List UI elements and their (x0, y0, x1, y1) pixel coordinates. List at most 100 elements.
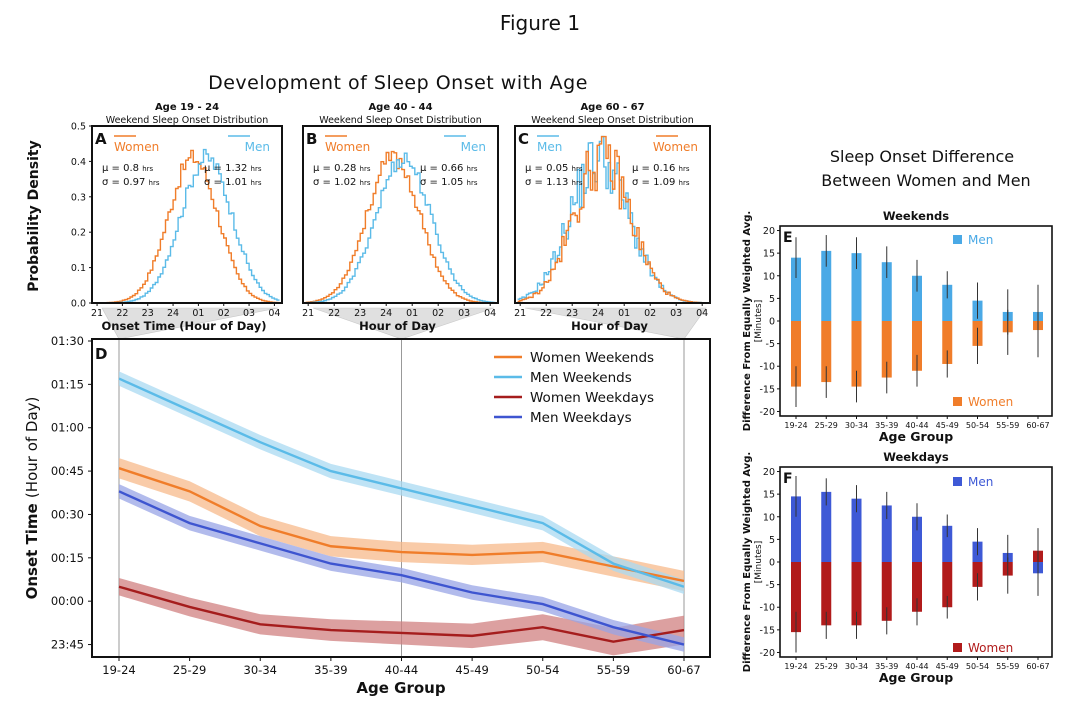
confidence-band (119, 578, 684, 656)
panel-c: Age 60 - 67 Weekend Sleep Onset Distribut… (514, 102, 711, 333)
right-title-line2: Between Women and Men (821, 171, 1030, 190)
y-tick-label: -15 (759, 625, 775, 636)
bar-ylabel-unit: [Minutes] (754, 300, 764, 342)
hist-series-women (94, 149, 280, 304)
figure-title: Figure 1 (500, 11, 580, 35)
y-tick-label: 00:45 (51, 464, 84, 478)
y-tick-label: 5 (769, 535, 775, 546)
y-tick-label: 01:00 (51, 421, 84, 435)
stat-mu: μ = 0.16 hrs (632, 163, 690, 174)
bar-women (791, 562, 801, 633)
y-tick-label: 20 (763, 467, 775, 478)
legend-label: Men Weekends (530, 370, 632, 386)
panel-letter: E (783, 230, 793, 246)
y-tick-label: 15 (763, 249, 775, 260)
y-tick-label: 0.0 (71, 299, 86, 310)
zoom-wedge (524, 307, 707, 340)
bar-women (942, 321, 953, 364)
y-tick-label: 00:30 (51, 507, 84, 521)
x-tick-label: 21 (514, 308, 526, 319)
bar-women (942, 562, 953, 608)
bar-panel-title: Weekends (883, 209, 949, 223)
bar-men (821, 491, 832, 562)
stat-mu: μ = 0.8 hrs (102, 163, 154, 174)
x-tick-label: 25-29 (815, 421, 838, 430)
y-tick-label: 0 (769, 558, 775, 569)
bar-ylabel-unit: [Minutes] (754, 541, 764, 583)
x-tick-label: 55-59 (597, 663, 630, 677)
y-tick-label: 5 (769, 294, 775, 305)
x-tick-label: 02 (644, 308, 656, 319)
y-tick-label: 00:00 (51, 594, 84, 608)
x-tick-label: 35-39 (875, 421, 898, 430)
panel-d-ylabel: Onset Time (Hour of Day) (23, 397, 41, 600)
zoom-connectors (101, 307, 707, 340)
bar-xlabel: Age Group (879, 670, 953, 685)
bar-men (912, 275, 922, 321)
y-tick-label: -10 (759, 603, 775, 614)
legend-swatch-men (953, 235, 962, 244)
bar-men (791, 496, 801, 562)
bar-women (821, 321, 832, 383)
confidence-band (119, 371, 684, 594)
panel-letter: B (306, 130, 317, 148)
bar-panel-title: Weekdays (883, 450, 949, 464)
legend-swatch-women (953, 397, 962, 406)
bar-women (791, 321, 801, 387)
x-tick-label: 19-24 (784, 421, 807, 430)
y-tick-label: 00:15 (51, 551, 84, 565)
bar-men (942, 284, 953, 321)
panel-d-xlabel: Age Group (356, 679, 445, 697)
x-tick-label: 19-24 (102, 663, 135, 677)
panel-a: Age 19 - 24 Weekend Sleep Onset Distribut… (71, 102, 283, 333)
bar-women (912, 321, 922, 371)
hist-frame (514, 125, 711, 304)
x-tick-label: 02 (432, 308, 444, 319)
bar-xlabel: Age Group (879, 429, 953, 444)
legend-label-women: Women (114, 140, 159, 154)
x-tick-label: 23 (354, 308, 366, 319)
hist-frame (302, 125, 499, 304)
x-tick-label: 23 (142, 308, 154, 319)
x-tick-label: 21 (91, 308, 103, 319)
x-tick-label: 03 (458, 308, 470, 319)
hist-frame (91, 125, 283, 304)
x-tick-label: 45-49 (936, 421, 959, 430)
legend-label-men: Men (537, 140, 562, 154)
bar-women (881, 562, 892, 621)
x-tick-label: 30-34 (244, 663, 277, 677)
panel-letter: F (783, 471, 793, 487)
right-title-line1: Sleep Onset Difference (830, 147, 1014, 166)
y-tick-label: 0 (769, 317, 775, 328)
y-tick-label: -5 (766, 339, 775, 350)
stat-sigma: σ = 0.97 hrs (102, 177, 160, 188)
y-tick-label: 0.2 (71, 228, 86, 239)
panel-letter: D (95, 345, 107, 363)
legend-label: Men Weekdays (530, 410, 632, 426)
bar-men (912, 516, 922, 562)
x-tick-label: 45-49 (936, 662, 959, 671)
bar-men (881, 505, 892, 562)
hist-series-women (517, 135, 708, 304)
legend-swatch-men (953, 477, 962, 486)
stat-sigma: σ = 1.09 hrs (632, 177, 690, 188)
hist-xlabel: Hour of Day (359, 319, 436, 333)
y-tick-label: 10 (763, 271, 775, 282)
hist-series-women (305, 150, 496, 304)
stat-sigma: σ = 1.02 hrs (313, 177, 371, 188)
y-tick-label: 23:45 (51, 638, 84, 652)
bar-women (912, 562, 922, 612)
stat-sigma: σ = 1.13 hrs (525, 177, 583, 188)
x-tick-label: 03 (670, 308, 682, 319)
bar-women (821, 562, 832, 626)
stat-mu: μ = 0.66 hrs (420, 163, 478, 174)
y-tick-label: 0.3 (71, 192, 86, 203)
hist-subtitle: Weekend Sleep Onset Distribution (319, 115, 481, 126)
zoom-wedge (312, 307, 495, 340)
stat-mu: μ = 0.28 hrs (313, 163, 371, 174)
panel-d-line-chart: D Women Weekends Men Weekends Women Weekday… (23, 334, 711, 697)
x-tick-label: 30-34 (845, 662, 868, 671)
x-tick-label: 40-44 (385, 663, 418, 677)
y-tick-label: -15 (759, 384, 775, 395)
